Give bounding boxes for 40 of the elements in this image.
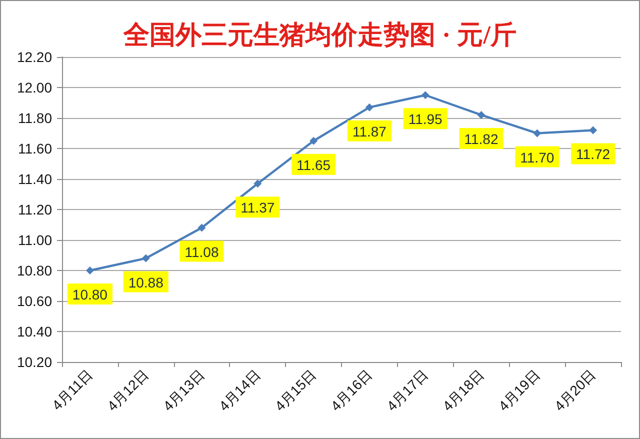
chart-title: 全国外三元生猪均价走势图 · 元/斤 xyxy=(122,20,516,50)
y-tick-label: 11.60 xyxy=(18,140,52,156)
y-tick-label: 11.80 xyxy=(18,110,52,126)
x-tick-label: 4月13日 xyxy=(160,366,208,414)
data-label: 11.70 xyxy=(520,149,554,166)
x-tick-label: 4月17日 xyxy=(383,366,432,414)
y-tick-label: 11.00 xyxy=(18,232,52,248)
data-label: 11.87 xyxy=(352,123,387,140)
x-tick-label: 4月12日 xyxy=(104,366,152,414)
y-tick-label: 10.60 xyxy=(16,293,52,309)
y-tick-label: 10.80 xyxy=(16,262,52,278)
data-label: 11.95 xyxy=(408,111,443,128)
data-label: 11.37 xyxy=(240,200,275,216)
y-tick-label: 11.20 xyxy=(18,202,52,218)
data-label: 11.72 xyxy=(576,146,610,162)
point xyxy=(142,254,150,262)
y-tick-label: 12.00 xyxy=(16,80,52,96)
x-tick-label: 4月15日 xyxy=(272,366,320,414)
x-tick-label: 4月18日 xyxy=(439,366,487,414)
point xyxy=(310,136,318,145)
data-label: 10.88 xyxy=(128,274,164,290)
data-label: 11.65 xyxy=(296,156,331,173)
point xyxy=(365,103,374,112)
data-label: 11.82 xyxy=(464,130,498,147)
data-label: 11.08 xyxy=(184,244,219,260)
point xyxy=(589,126,598,134)
y-tick-label: 12.20 xyxy=(16,49,52,65)
y-tick-label: 10.40 xyxy=(16,324,52,340)
point xyxy=(254,180,262,188)
x-tick-label: 4月16日 xyxy=(327,366,376,414)
data-label: 10.80 xyxy=(72,286,108,302)
point xyxy=(198,224,206,232)
point xyxy=(477,110,486,119)
point xyxy=(421,91,430,100)
y-tick-label: 11.40 xyxy=(18,171,52,187)
point xyxy=(86,266,94,274)
x-tick-label: 4月20日 xyxy=(551,366,599,414)
x-tick-label: 4月19日 xyxy=(495,366,543,414)
point xyxy=(533,129,542,138)
x-tick-label: 4月14日 xyxy=(216,366,264,414)
